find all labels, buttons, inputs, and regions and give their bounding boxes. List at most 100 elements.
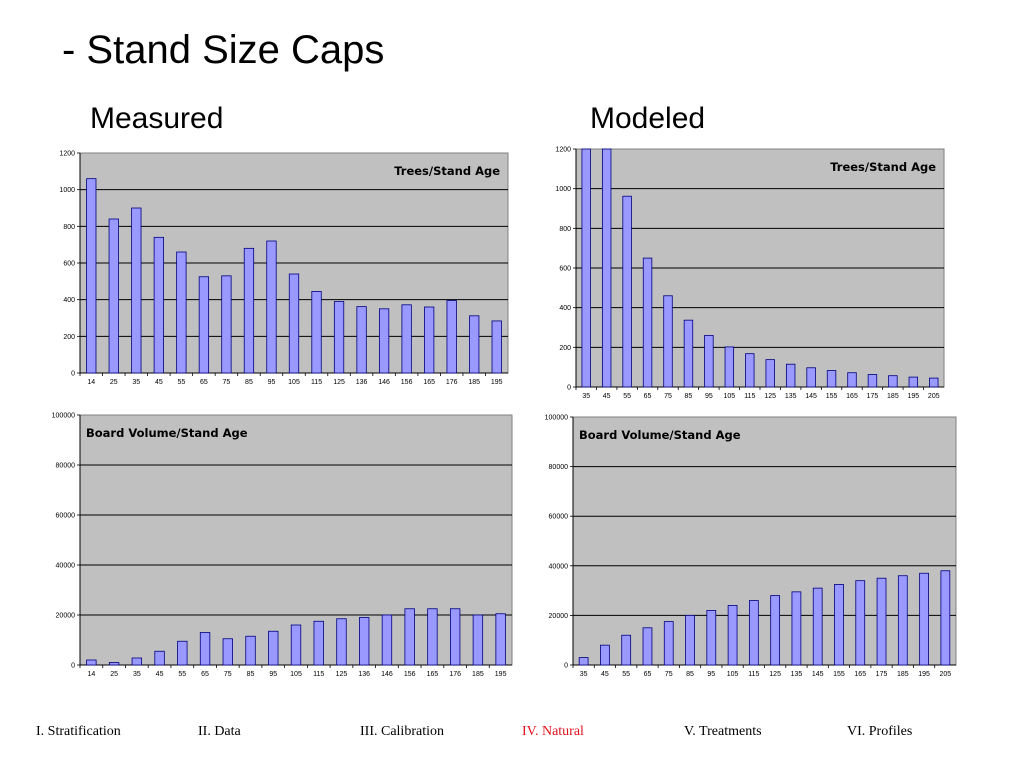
x-tick-label: 125 bbox=[336, 671, 348, 678]
x-tick-label: 35 bbox=[132, 379, 140, 386]
bar bbox=[381, 614, 393, 666]
modeled-board-svg: 0 20000 40000 60000 80000 100000 35 45 55 65 75 85 9… bbox=[545, 415, 957, 678]
y-tick-label: 1200 bbox=[555, 147, 571, 154]
x-tick-label: 55 bbox=[623, 393, 631, 400]
bar bbox=[245, 635, 256, 666]
bar bbox=[642, 627, 653, 666]
x-tick-label: 165 bbox=[427, 671, 439, 678]
x-tick-label: 145 bbox=[812, 671, 824, 678]
y-tick-label: 400 bbox=[63, 297, 75, 304]
bar bbox=[876, 577, 887, 666]
bar bbox=[401, 304, 412, 374]
bar bbox=[601, 148, 612, 388]
x-tick-label: 14 bbox=[87, 379, 95, 386]
x-tick-label: 165 bbox=[854, 671, 866, 678]
bar bbox=[888, 375, 898, 388]
y-tick-label: 600 bbox=[559, 266, 571, 273]
nav-item-stratification[interactable]: I. Stratification bbox=[36, 724, 121, 739]
bar bbox=[791, 591, 802, 666]
y-tick-label: 60000 bbox=[549, 514, 569, 521]
y-tick-label: 1200 bbox=[59, 151, 75, 158]
bar bbox=[724, 346, 735, 388]
bar bbox=[806, 367, 816, 388]
y-tick-label: 200 bbox=[63, 334, 75, 341]
bar bbox=[290, 624, 302, 666]
bar bbox=[491, 320, 502, 374]
x-tick-label: 65 bbox=[644, 671, 652, 678]
measured-trees-chart: 0 200 400 600 800 1000 1200 14 25 35 45 55 65 75 85 95 1… bbox=[40, 148, 512, 394]
bar bbox=[313, 620, 324, 666]
x-tick-label: 195 bbox=[918, 671, 930, 678]
bar bbox=[834, 583, 844, 666]
x-tick-label: 45 bbox=[601, 671, 609, 678]
bar bbox=[929, 377, 939, 388]
x-tick-label: 65 bbox=[644, 393, 652, 400]
y-tick-label: 1000 bbox=[59, 187, 75, 194]
x-tick-label: 95 bbox=[707, 671, 715, 678]
nav-item-natural[interactable]: IV. Natural bbox=[522, 724, 584, 739]
x-tick-label: 85 bbox=[245, 379, 253, 386]
nav-item-profiles[interactable]: VI. Profiles bbox=[847, 724, 913, 739]
bar bbox=[706, 610, 717, 666]
bar bbox=[288, 273, 300, 374]
bar bbox=[199, 632, 211, 666]
chart-title: Board Volume/Stand Age bbox=[579, 428, 741, 442]
y-tick-label: 0 bbox=[71, 663, 75, 670]
bottom-navigation: I. Stratification II. Data III. Calibrat… bbox=[0, 724, 1024, 746]
x-tick-label: 75 bbox=[664, 393, 672, 400]
y-tick-label: 400 bbox=[559, 305, 571, 312]
x-tick-label: 125 bbox=[764, 393, 776, 400]
y-tick-label: 0 bbox=[71, 371, 75, 378]
nav-item-data[interactable]: II. Data bbox=[198, 724, 241, 739]
bar bbox=[663, 295, 673, 388]
bar bbox=[356, 306, 367, 374]
x-tick-label: 195 bbox=[907, 393, 919, 400]
bar bbox=[221, 275, 232, 374]
x-tick-label: 85 bbox=[685, 393, 693, 400]
y-tick-label: 100000 bbox=[545, 415, 568, 422]
measured-label: Measured bbox=[90, 102, 224, 135]
bar bbox=[642, 257, 653, 388]
bar bbox=[727, 605, 738, 666]
y-tick-label: 20000 bbox=[56, 613, 76, 620]
x-tick-label: 205 bbox=[928, 393, 940, 400]
bar bbox=[495, 613, 506, 666]
bar bbox=[359, 617, 370, 666]
modeled-trees-svg: 0 200 400 600 800 1000 1200 35 45 55 65 75 85 95 105 11… bbox=[555, 147, 945, 400]
bar bbox=[940, 570, 951, 666]
bar bbox=[785, 363, 796, 388]
measured-board-volume-chart: 0 20000 40000 60000 80000 100000 14 25 35 45 55 65 7… bbox=[40, 410, 513, 680]
bar bbox=[683, 319, 694, 388]
y-tick-label: 0 bbox=[564, 663, 568, 670]
bar bbox=[86, 178, 97, 374]
bar bbox=[108, 662, 120, 666]
bar bbox=[268, 630, 279, 666]
x-tick-label: 95 bbox=[705, 393, 713, 400]
x-tick-label: 65 bbox=[200, 379, 208, 386]
bar bbox=[855, 580, 866, 666]
x-tick-label: 105 bbox=[290, 671, 302, 678]
bar bbox=[378, 308, 390, 374]
bar bbox=[826, 370, 837, 388]
x-tick-label: 85 bbox=[686, 671, 694, 678]
measured-trees-svg: 0 200 400 600 800 1000 1200 14 25 35 45 55 65 75 85 95 1… bbox=[59, 151, 509, 386]
bar bbox=[86, 659, 97, 666]
x-tick-label: 205 bbox=[940, 671, 952, 678]
x-tick-label: 146 bbox=[378, 379, 390, 386]
bar bbox=[154, 650, 165, 666]
bar bbox=[266, 240, 277, 374]
x-tick-label: 176 bbox=[449, 671, 461, 678]
bar bbox=[581, 148, 591, 388]
x-tick-label: 14 bbox=[87, 671, 95, 678]
bar bbox=[867, 374, 878, 388]
modeled-label: Modeled bbox=[590, 102, 706, 135]
bar bbox=[176, 251, 187, 374]
bar bbox=[311, 291, 322, 374]
bar bbox=[198, 276, 210, 374]
nav-item-treatments[interactable]: V. Treatments bbox=[684, 724, 762, 739]
bar bbox=[663, 621, 674, 666]
bar bbox=[919, 572, 929, 666]
y-tick-label: 1000 bbox=[555, 186, 571, 193]
y-tick-label: 40000 bbox=[549, 563, 569, 570]
nav-item-calibration[interactable]: III. Calibration bbox=[360, 724, 444, 739]
